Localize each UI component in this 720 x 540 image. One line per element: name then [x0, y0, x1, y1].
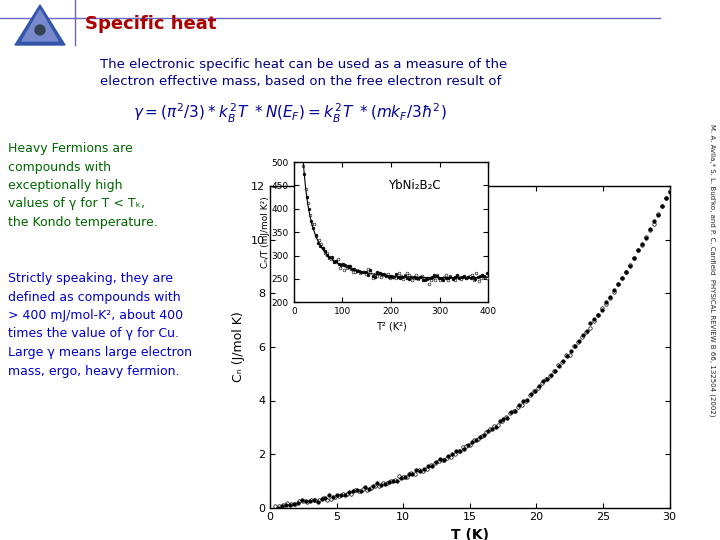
Text: Strictly speaking, they are
defined as compounds with
> 400 mJ/mol-K², about 400: Strictly speaking, they are defined as c…	[8, 272, 192, 377]
Text: γ: γ	[336, 285, 345, 299]
Y-axis label: Cₙ (J/mol K): Cₙ (J/mol K)	[233, 312, 246, 382]
Text: YbNi₂B₂C: YbNi₂B₂C	[388, 179, 441, 192]
Polygon shape	[22, 10, 58, 41]
Polygon shape	[15, 5, 65, 45]
Text: M. A. Avila,* S. L. Bud'ko, and P. C. Canfield  PHYSICAL REVIEW B 66, 132504 (20: M. A. Avila,* S. L. Bud'ko, and P. C. Ca…	[708, 124, 715, 416]
X-axis label: T² (K²): T² (K²)	[376, 322, 406, 332]
Text: Heavy Fermions are
compounds with
exceptionally high
values of γ for T < Tₖ,
the: Heavy Fermions are compounds with except…	[8, 142, 158, 229]
Y-axis label: Cₙ/T (mJ/mol K²): Cₙ/T (mJ/mol K²)	[261, 197, 270, 268]
X-axis label: T (K): T (K)	[451, 528, 489, 540]
Circle shape	[35, 25, 45, 35]
Text: $\gamma = (\pi^2/3)*k_B^{\,2}T\ *N(E_F) = k_B^{\,2}T\ *(mk_F/3\hbar^2)$: $\gamma = (\pi^2/3)*k_B^{\,2}T\ *N(E_F) …	[133, 102, 447, 125]
Text: electron effective mass, based on the free electron result of: electron effective mass, based on the fr…	[100, 75, 501, 88]
Text: Specific heat: Specific heat	[85, 15, 217, 33]
Text: The electronic specific heat can be used as a measure of the: The electronic specific heat can be used…	[100, 58, 508, 71]
